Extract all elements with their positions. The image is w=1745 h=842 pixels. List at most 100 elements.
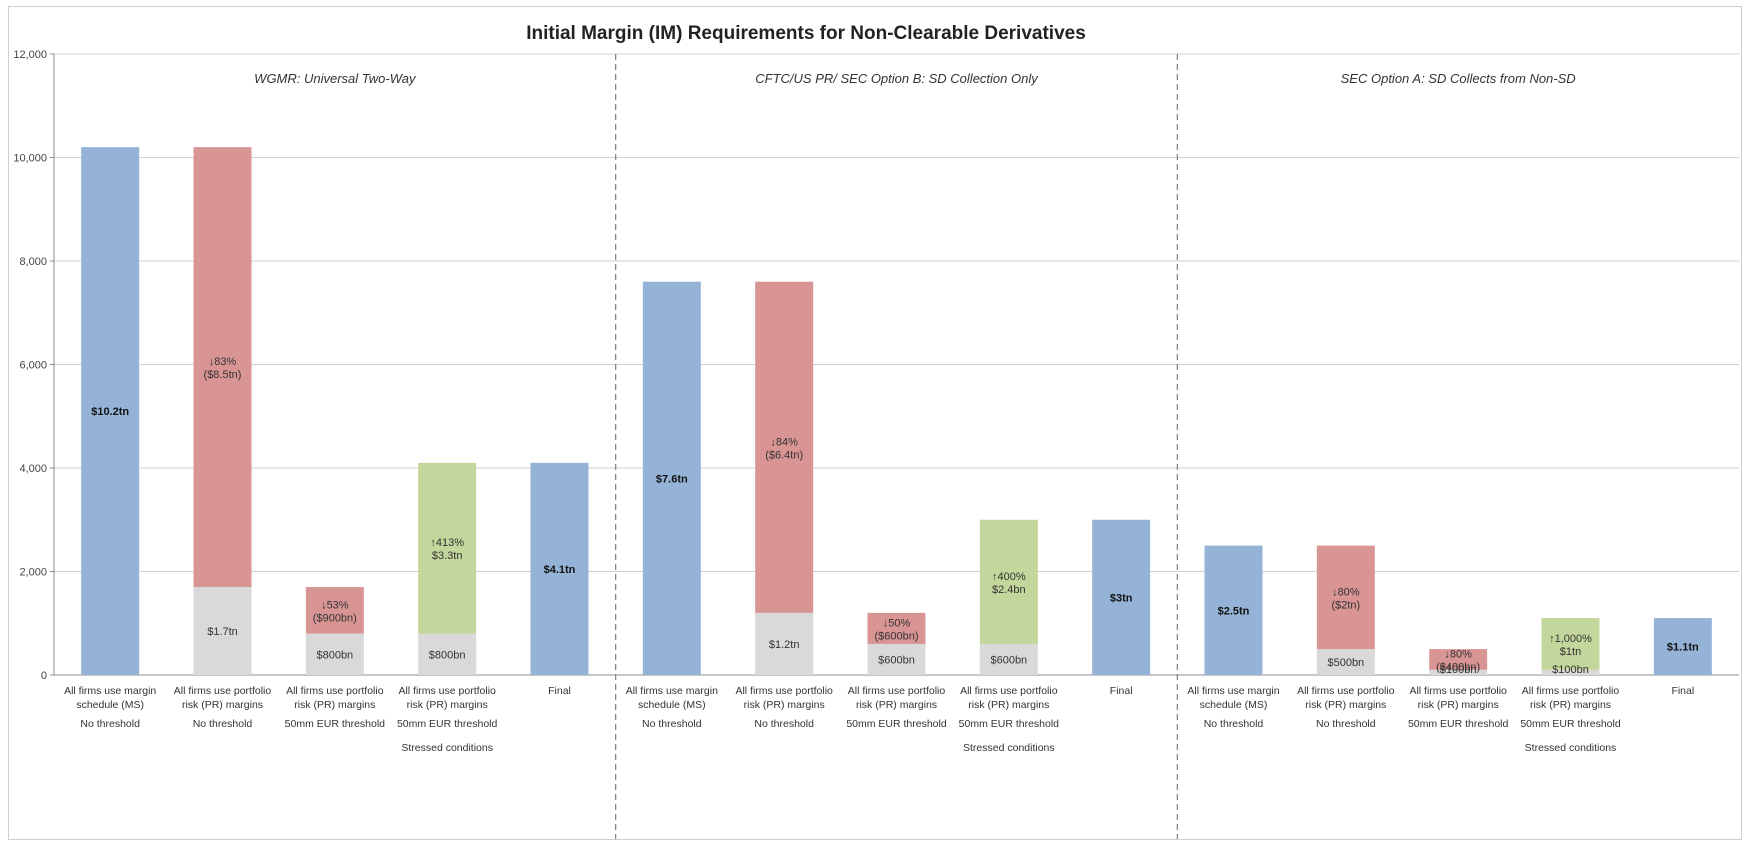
x-category-label: All firms use portfolio <box>960 685 1058 697</box>
bar-base <box>1316 649 1375 675</box>
x-category-label: All firms use portfolio <box>174 685 272 697</box>
bar-base <box>418 633 477 675</box>
bar-base <box>1541 669 1600 675</box>
x-category-label: risk (PR) margins <box>1418 699 1499 711</box>
change-amount-label: ($8.5tn) <box>204 369 242 381</box>
change-percent-label: ↓83% <box>209 356 237 368</box>
change-percent-label: ↓80% <box>1332 586 1360 598</box>
change-amount-label: ($600bn) <box>874 630 918 642</box>
x-condition-label: Stressed conditions <box>401 742 493 754</box>
change-amount-label: ($900bn) <box>313 612 357 624</box>
x-category-label: All firms use portfolio <box>735 685 833 697</box>
x-category-label: All firms use portfolio <box>848 685 946 697</box>
bar-decrease <box>193 147 252 588</box>
x-category-label: All firms use portfolio <box>1522 685 1620 697</box>
y-tick-label: 2,000 <box>19 567 47 579</box>
bar-decrease <box>1429 649 1488 670</box>
x-threshold-label: No threshold <box>193 718 253 730</box>
change-percent-label: ↑400% <box>992 571 1026 583</box>
section-title: CFTC/US PR/ SEC Option B: SD Collection … <box>755 71 1039 86</box>
bar-increase <box>1541 618 1600 670</box>
bar-increase <box>979 519 1038 644</box>
base-value-label: $600bn <box>990 654 1027 666</box>
bar-base <box>755 612 814 675</box>
change-percent-label: ↓84% <box>770 436 798 448</box>
x-category-label: risk (PR) margins <box>968 699 1049 711</box>
bar-total <box>1092 519 1151 675</box>
bar-value-label: $7.6tn <box>656 473 688 485</box>
x-threshold-label: 50mm EUR threshold <box>397 718 498 730</box>
bar-labels: WGMR: Universal Two-Way $10.2tn ↓83%($8.5t… <box>91 71 1699 676</box>
bar-total <box>530 462 589 675</box>
x-threshold-label: 50mm EUR threshold <box>285 718 386 730</box>
base-value-label: $100bn <box>1440 664 1477 676</box>
change-amount-label: $1tn <box>1560 646 1581 658</box>
change-amount-label: $2.4bn <box>992 584 1026 596</box>
change-amount-label: ($2tn) <box>1331 599 1360 611</box>
bar-base <box>979 643 1038 675</box>
x-threshold-label: No threshold <box>754 718 814 730</box>
section-title: WGMR: Universal Two-Way <box>254 71 417 86</box>
bar-value-label: $10.2tn <box>91 406 129 418</box>
base-value-label: $1.2tn <box>769 639 800 651</box>
bar-base <box>305 633 364 675</box>
x-threshold-label: No threshold <box>1316 718 1376 730</box>
change-amount-label: ($400bn) <box>1436 661 1480 673</box>
bar-increase <box>418 462 477 634</box>
change-amount-label: $3.3tn <box>432 550 463 562</box>
bar-decrease <box>867 612 926 644</box>
bar-base <box>193 587 252 675</box>
bar-base <box>1429 669 1488 675</box>
y-tick-label: 8,000 <box>19 256 47 268</box>
x-category-label: All firms use portfolio <box>398 685 496 697</box>
gridlines <box>54 53 1739 839</box>
y-tick-label: 12,000 <box>13 49 47 61</box>
x-category-label: risk (PR) margins <box>856 699 937 711</box>
x-category-label: All firms use margin <box>626 685 718 697</box>
x-threshold-label: 50mm EUR threshold <box>846 718 947 730</box>
x-threshold-label: 50mm EUR threshold <box>1408 718 1509 730</box>
y-tick-label: 6,000 <box>19 360 47 372</box>
bar-decrease <box>755 281 814 613</box>
bar-decrease <box>305 587 364 634</box>
bar-total <box>81 147 140 675</box>
section-title: SEC Option A: SD Collects from Non-SD <box>1341 71 1576 86</box>
x-threshold-label: 50mm EUR threshold <box>959 718 1060 730</box>
change-percent-label: ↓80% <box>1444 648 1472 660</box>
x-category-label: risk (PR) margins <box>1530 699 1611 711</box>
base-value-label: $600bn <box>878 654 915 666</box>
x-condition-label: Stressed conditions <box>1525 742 1617 754</box>
x-category-label: schedule (MS) <box>1200 699 1268 711</box>
y-tick-label: 0 <box>41 670 47 682</box>
base-value-label: $500bn <box>1327 657 1364 669</box>
x-category-label: All firms use margin <box>64 685 156 697</box>
x-threshold-label: No threshold <box>1204 718 1264 730</box>
bar-value-label: $4.1tn <box>544 564 576 576</box>
y-tick-label: 4,000 <box>19 463 47 475</box>
x-threshold-label: 50mm EUR threshold <box>1520 718 1621 730</box>
x-category-label: Final <box>1110 685 1133 697</box>
y-axis: 0 2,000 4,000 6,000 8,000 10,000 12,000 <box>13 49 55 682</box>
x-threshold-label: No threshold <box>80 718 140 730</box>
x-category-label: risk (PR) margins <box>1305 699 1386 711</box>
x-category-label: risk (PR) margins <box>744 699 825 711</box>
x-category-label: All firms use margin <box>1187 685 1279 697</box>
bar-value-label: $3tn <box>1110 592 1133 604</box>
x-category-label: All firms use portfolio <box>286 685 384 697</box>
base-value-label: $800bn <box>316 649 353 661</box>
x-category-label: risk (PR) margins <box>182 699 263 711</box>
chart-frame: Initial Margin (IM) Requirements for Non… <box>8 6 1742 840</box>
y-tick-label: 10,000 <box>13 153 47 165</box>
change-percent-label: ↑413% <box>430 537 464 549</box>
x-threshold-label: No threshold <box>642 718 702 730</box>
bar-total <box>642 281 701 675</box>
x-condition-label: Stressed conditions <box>963 742 1055 754</box>
bar-decrease <box>1316 545 1375 650</box>
bar-total <box>1204 545 1263 675</box>
bar-base <box>867 643 926 675</box>
im-requirements-chart: Initial Margin (IM) Requirements for Non… <box>13 23 1739 839</box>
x-category-label: risk (PR) margins <box>407 699 488 711</box>
x-category-label: All firms use portfolio <box>1409 685 1507 697</box>
chart-title: Initial Margin (IM) Requirements for Non… <box>526 23 1086 44</box>
change-amount-label: ($6.4tn) <box>765 449 803 461</box>
